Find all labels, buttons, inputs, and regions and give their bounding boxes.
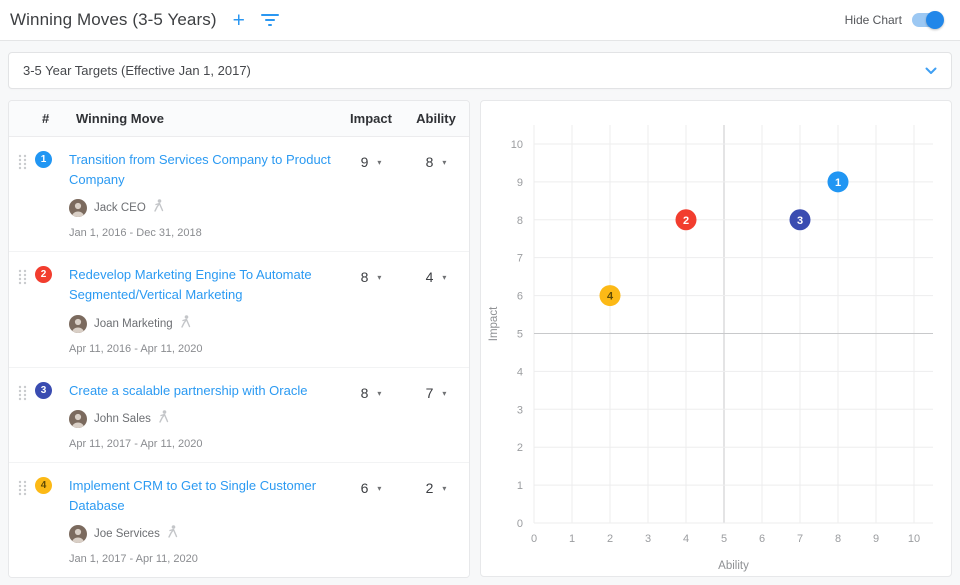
svg-text:2: 2 bbox=[517, 442, 523, 454]
svg-text:1: 1 bbox=[517, 480, 523, 492]
ability-value: 2 bbox=[425, 479, 434, 496]
assignee-icon[interactable] bbox=[158, 409, 169, 428]
owner-name: John Sales bbox=[94, 412, 151, 425]
table-body: 1 Transition from Services Company to Pr… bbox=[9, 137, 469, 577]
winning-moves-table: # Winning Move Impact Ability 1 Transiti bbox=[8, 100, 470, 578]
svg-text:9: 9 bbox=[873, 533, 879, 545]
svg-text:1: 1 bbox=[835, 177, 841, 189]
svg-text:4: 4 bbox=[607, 291, 614, 303]
svg-text:Ability: Ability bbox=[718, 560, 749, 572]
assignee-icon[interactable] bbox=[180, 314, 191, 333]
target-period-value: 3-5 Year Targets (Effective Jan 1, 2017) bbox=[23, 63, 251, 78]
drag-handle-icon[interactable] bbox=[9, 150, 35, 170]
avatar bbox=[69, 524, 87, 543]
hide-chart-toggle[interactable] bbox=[912, 11, 944, 29]
svg-text:0: 0 bbox=[531, 533, 537, 545]
impact-ability-chart: 0 1 2 3 4 5 6 7 8 9 10 0 1 2 3 4 5 6 7 8 9 10 Ability Impact 1 2 3… bbox=[480, 100, 952, 577]
owner-name: Joan Marketing bbox=[94, 317, 173, 330]
column-header-number: # bbox=[42, 111, 50, 126]
ability-value: 4 bbox=[425, 269, 434, 286]
svg-text:5: 5 bbox=[721, 533, 727, 545]
impact-dropdown-caret[interactable]: ▾ bbox=[377, 273, 382, 283]
ability-dropdown-caret[interactable]: ▾ bbox=[442, 158, 447, 167]
impact-value: 9 bbox=[360, 154, 369, 170]
svg-text:Impact: Impact bbox=[488, 306, 500, 341]
impact-value: 8 bbox=[360, 384, 369, 401]
owner-name: Jack CEO bbox=[94, 202, 146, 215]
drag-handle-icon[interactable] bbox=[9, 381, 35, 401]
move-title-link[interactable]: Redevelop Marketing Engine To Automate S… bbox=[69, 267, 312, 303]
date-range: Apr 11, 2016 - Apr 11, 2020 bbox=[69, 342, 203, 355]
svg-text:8: 8 bbox=[835, 533, 841, 545]
move-number-badge: 3 bbox=[35, 381, 52, 399]
assignee-icon[interactable] bbox=[167, 525, 178, 543]
svg-text:7: 7 bbox=[797, 533, 803, 545]
move-number-badge: 2 bbox=[35, 266, 52, 284]
svg-text:6: 6 bbox=[759, 533, 765, 545]
date-range: Jan 1, 2016 - Dec 31, 2018 bbox=[69, 227, 202, 240]
ability-dropdown-caret[interactable]: ▾ bbox=[442, 388, 447, 398]
move-number-badge: 4 bbox=[35, 476, 52, 494]
svg-text:5: 5 bbox=[517, 328, 523, 340]
table-row: 2 Redevelop Marketing Engine To Automate… bbox=[9, 252, 469, 368]
page-title: Winning Moves (3-5 Years) bbox=[10, 10, 217, 29]
scatter-plot: 0 1 2 3 4 5 6 7 8 9 10 0 1 2 3 4 5 6 7 8 9 10 Ability Impact 1 2 3… bbox=[488, 125, 933, 572]
move-number-badge: 1 bbox=[35, 151, 52, 168]
svg-text:3: 3 bbox=[517, 404, 523, 416]
page-header: Winning Moves (3-5 Years) + Hide Chart bbox=[0, 0, 960, 41]
drag-handle-icon[interactable] bbox=[9, 476, 35, 496]
filter-icon bbox=[260, 14, 279, 26]
table-row: 4 Implement CRM to Get to Single Custome… bbox=[9, 462, 469, 577]
date-range: Apr 11, 2017 - Apr 11, 2020 bbox=[69, 437, 203, 450]
drag-handle-icon[interactable] bbox=[9, 265, 35, 285]
svg-text:2: 2 bbox=[607, 533, 613, 545]
toggle-knob bbox=[926, 11, 944, 29]
svg-text:10: 10 bbox=[908, 533, 920, 545]
hide-chart-label: Hide Chart bbox=[844, 13, 902, 27]
impact-dropdown-caret[interactable]: ▾ bbox=[377, 388, 382, 398]
owner-name: Joe Services bbox=[94, 527, 160, 540]
svg-text:4: 4 bbox=[683, 533, 689, 545]
ability-value: 7 bbox=[425, 384, 434, 401]
column-header-impact: Impact bbox=[350, 111, 392, 126]
move-title-link[interactable]: Implement CRM to Get to Single Customer … bbox=[69, 477, 317, 513]
avatar bbox=[69, 199, 87, 218]
assignee-icon[interactable] bbox=[153, 199, 164, 217]
ability-dropdown-caret[interactable]: ▾ bbox=[442, 273, 447, 283]
svg-text:3: 3 bbox=[645, 533, 651, 545]
svg-text:10: 10 bbox=[511, 139, 523, 151]
column-header-ability: Ability bbox=[416, 111, 456, 126]
table-header-row: # Winning Move Impact Ability bbox=[9, 101, 469, 137]
impact-dropdown-caret[interactable]: ▾ bbox=[377, 483, 382, 493]
svg-text:2: 2 bbox=[683, 215, 689, 227]
svg-text:7: 7 bbox=[517, 253, 523, 265]
chevron-down-icon bbox=[925, 67, 937, 75]
avatar bbox=[69, 409, 87, 428]
svg-text:1: 1 bbox=[569, 533, 575, 545]
svg-text:4: 4 bbox=[517, 366, 523, 378]
ability-value: 8 bbox=[425, 154, 434, 170]
column-header-move: Winning Move bbox=[76, 111, 164, 126]
svg-text:9: 9 bbox=[517, 177, 523, 189]
date-range: Jan 1, 2017 - Apr 11, 2020 bbox=[69, 552, 198, 565]
ability-dropdown-caret[interactable]: ▾ bbox=[442, 483, 447, 493]
impact-dropdown-caret[interactable]: ▾ bbox=[377, 158, 382, 167]
svg-text:3: 3 bbox=[797, 215, 803, 227]
avatar bbox=[69, 314, 87, 333]
plus-icon: + bbox=[232, 8, 245, 32]
table-row: 3 Create a scalable partnership with Ora… bbox=[9, 367, 469, 463]
target-period-select[interactable]: 3-5 Year Targets (Effective Jan 1, 2017) bbox=[8, 52, 952, 89]
table-row: 1 Transition from Services Company to Pr… bbox=[9, 137, 469, 253]
move-title-link[interactable]: Create a scalable partnership with Oracl… bbox=[69, 382, 308, 398]
add-move-button[interactable]: + bbox=[233, 10, 245, 31]
filter-button[interactable] bbox=[260, 13, 279, 27]
move-title-link[interactable]: Transition from Services Company to Prod… bbox=[69, 152, 331, 188]
svg-text:8: 8 bbox=[517, 215, 523, 227]
svg-text:6: 6 bbox=[517, 291, 523, 303]
svg-text:0: 0 bbox=[517, 518, 523, 530]
impact-value: 6 bbox=[360, 479, 369, 496]
impact-value: 8 bbox=[360, 269, 369, 286]
